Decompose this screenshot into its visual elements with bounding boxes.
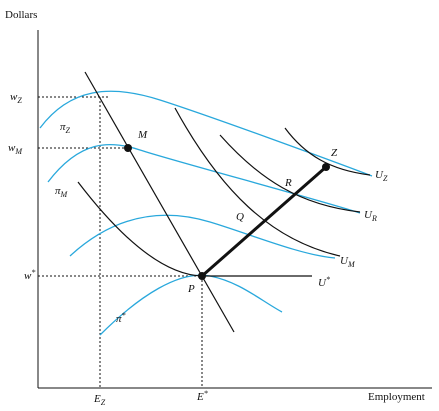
symbol: U xyxy=(364,209,373,221)
point-label: M xyxy=(137,129,148,141)
isoprofit-curve xyxy=(69,214,336,259)
curve-label: UR xyxy=(364,209,377,223)
subscript: R xyxy=(371,214,377,223)
symbol: π xyxy=(60,121,66,133)
subscript: Z xyxy=(101,398,106,407)
symbol: w xyxy=(8,142,16,154)
symbol: U xyxy=(340,255,349,267)
x-axis-label: Employment xyxy=(368,391,425,403)
symbol: π xyxy=(116,313,122,325)
subscript: M xyxy=(60,190,69,199)
subscript: M xyxy=(347,260,356,269)
point-label: Q xyxy=(236,211,244,223)
y-tick-label: wZ xyxy=(10,91,22,105)
contract-curve xyxy=(201,165,327,278)
curve-label: U* xyxy=(318,275,330,289)
subscript: Z xyxy=(17,96,22,105)
symbol: E xyxy=(93,393,101,405)
symbol: w xyxy=(10,91,18,103)
point-label: Z xyxy=(331,147,338,159)
superscript: * xyxy=(31,268,35,277)
curve-label: UZ xyxy=(375,169,388,183)
curve-label: πZ xyxy=(60,121,71,135)
demand-line xyxy=(84,71,235,333)
y-tick-label: w* xyxy=(24,268,35,282)
point xyxy=(198,272,206,280)
symbol: E xyxy=(196,391,204,403)
point xyxy=(124,144,132,152)
superscript: * xyxy=(326,275,330,284)
symbol: U xyxy=(318,277,327,289)
subscript: Z xyxy=(383,174,388,183)
isoprofit-curve xyxy=(39,90,373,177)
symbol: w xyxy=(24,270,32,282)
indifference-curve xyxy=(77,181,312,277)
point xyxy=(322,163,330,171)
indifference-curve xyxy=(174,107,341,257)
subscript: Z xyxy=(66,126,71,135)
y-axis-label: Dollars xyxy=(5,9,37,21)
curve-label: UM xyxy=(340,255,356,269)
subscript: M xyxy=(14,147,23,156)
indifference-curve xyxy=(219,134,361,213)
x-tick-label: E* xyxy=(196,389,208,403)
x-tick-label: EZ xyxy=(93,393,106,407)
symbol: π xyxy=(55,185,61,197)
point-label: R xyxy=(284,177,292,189)
curve-label: π* xyxy=(116,311,126,325)
indifference-curve xyxy=(284,127,371,176)
symbol: U xyxy=(375,169,384,181)
superscript: * xyxy=(204,389,208,398)
point-label: P xyxy=(187,283,195,295)
isoprofit-curve xyxy=(47,143,361,214)
superscript: * xyxy=(122,311,126,320)
curve-label: πM xyxy=(55,185,69,199)
y-tick-label: wM xyxy=(8,142,23,156)
